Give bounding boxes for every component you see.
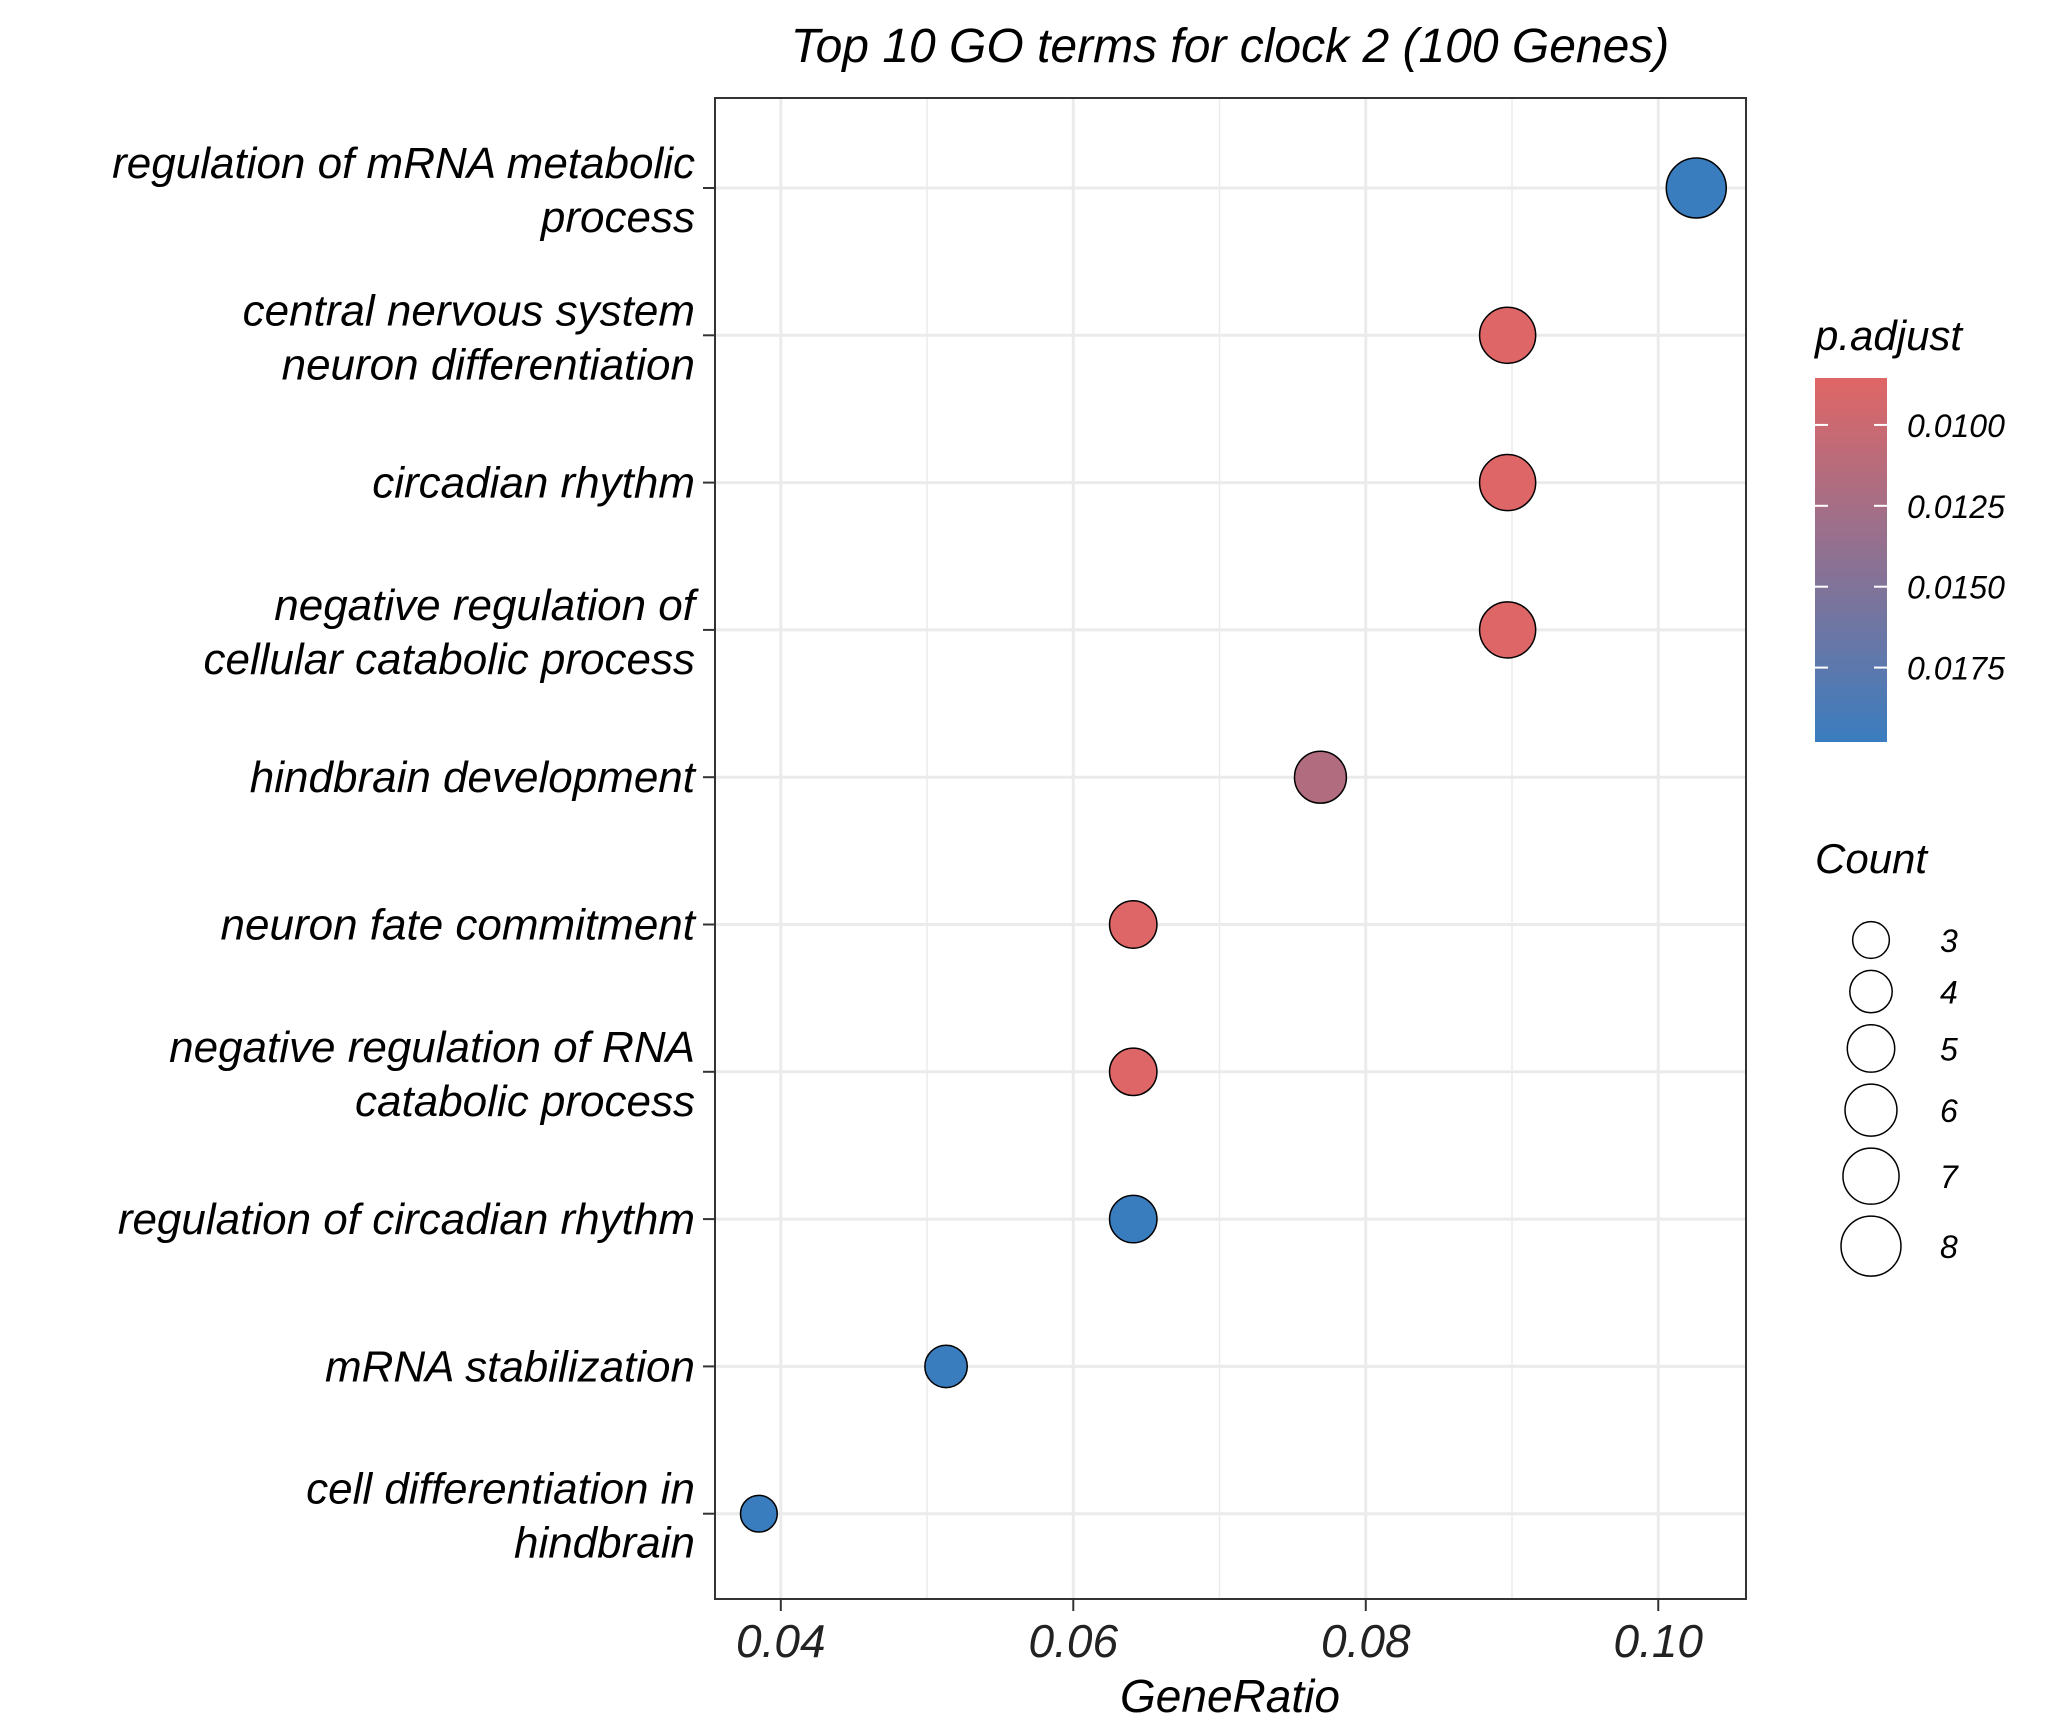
size-legend-circle [1849,969,1893,1014]
y-tick-label-line2: hindbrain [514,1519,695,1568]
size-legend-circle [1842,1147,1900,1205]
y-tick-label-line2: neuron differentiation [282,340,695,389]
data-point [739,1494,778,1533]
data-point [1108,900,1158,949]
color-legend-ticks: 0.0100 0.0125 0.0150 0.0175 [1815,408,2005,687]
x-tick-label: 0.06 [1029,1615,1119,1667]
size-legend-circle [1844,1083,1898,1137]
size-legend-circle [1851,920,1891,960]
data-point [1478,453,1537,512]
x-tick-label: 0.10 [1613,1615,1703,1667]
color-legend-title: p.adjust [1813,312,1964,359]
size-legend-circle [1846,1024,1896,1073]
color-legend: p.adjust 0.0100 0.0125 0.0150 0.0175 [1813,312,2005,742]
y-tick-label-line1: cell differentiation in [306,1465,695,1514]
data-point [1293,750,1348,804]
y-tick-label-line2: process [539,193,695,242]
y-tick-label: mRNA stabilization [325,1342,695,1391]
size-legend-label: 8 [1940,1229,1958,1265]
y-tick-label-line1: negative regulation of [274,581,700,630]
y-tick-label: circadian rhythm [372,459,695,508]
y-tick-label-line1: regulation of mRNA metabolic [112,139,695,188]
y-tick-label-line2: cellular catabolic process [203,635,695,684]
y-tick-label: neuron fate commitment [221,901,697,950]
data-point [924,1344,969,1389]
size-legend: Count 3 4 5 6 7 8 [1815,835,1959,1277]
color-legend-bar [1815,378,1887,742]
y-tick-label-line2: catabolic process [355,1077,695,1126]
chart-title: Top 10 GO terms for clock 2 (100 Genes) [791,20,1670,73]
size-legend-items: 3 4 5 6 7 8 [1840,920,1959,1277]
size-legend-label: 7 [1940,1159,1959,1195]
size-legend-circle [1840,1215,1902,1277]
size-legend-label: 3 [1940,923,1958,959]
size-legend-label: 5 [1940,1031,1958,1067]
data-point [1478,306,1537,365]
x-tick-label: 0.08 [1321,1615,1411,1667]
grid-lines [715,98,1746,1599]
y-tick-label-line1: central nervous system [243,286,695,335]
y-tick-label: regulation of circadian rhythm [118,1195,695,1244]
color-legend-tick-label: 0.0125 [1907,489,2005,525]
size-legend-label: 4 [1940,975,1958,1011]
color-legend-tick-label: 0.0175 [1907,651,2005,687]
color-legend-tick-label: 0.0150 [1907,570,2005,606]
color-legend-tick-label: 0.0100 [1907,408,2005,444]
size-legend-title: Count [1815,835,1929,882]
data-point [1108,1194,1158,1244]
x-tick-label: 0.04 [736,1615,826,1667]
data-point [1478,601,1537,659]
plot-panel-border [714,97,1747,1600]
data-points [739,157,1728,1533]
y-tick-label: hindbrain development [250,753,697,802]
size-legend-label: 6 [1940,1093,1958,1129]
x-axis-title: GeneRatio [1120,1670,1340,1722]
y-tick-label-line1: negative regulation of RNA [169,1023,695,1072]
y-axis: regulation of mRNA metabolic process centr… [112,139,715,1568]
x-axis: 0.04 0.06 0.08 0.10 [736,1599,1703,1667]
data-point [1665,157,1728,219]
data-point [1108,1047,1158,1097]
